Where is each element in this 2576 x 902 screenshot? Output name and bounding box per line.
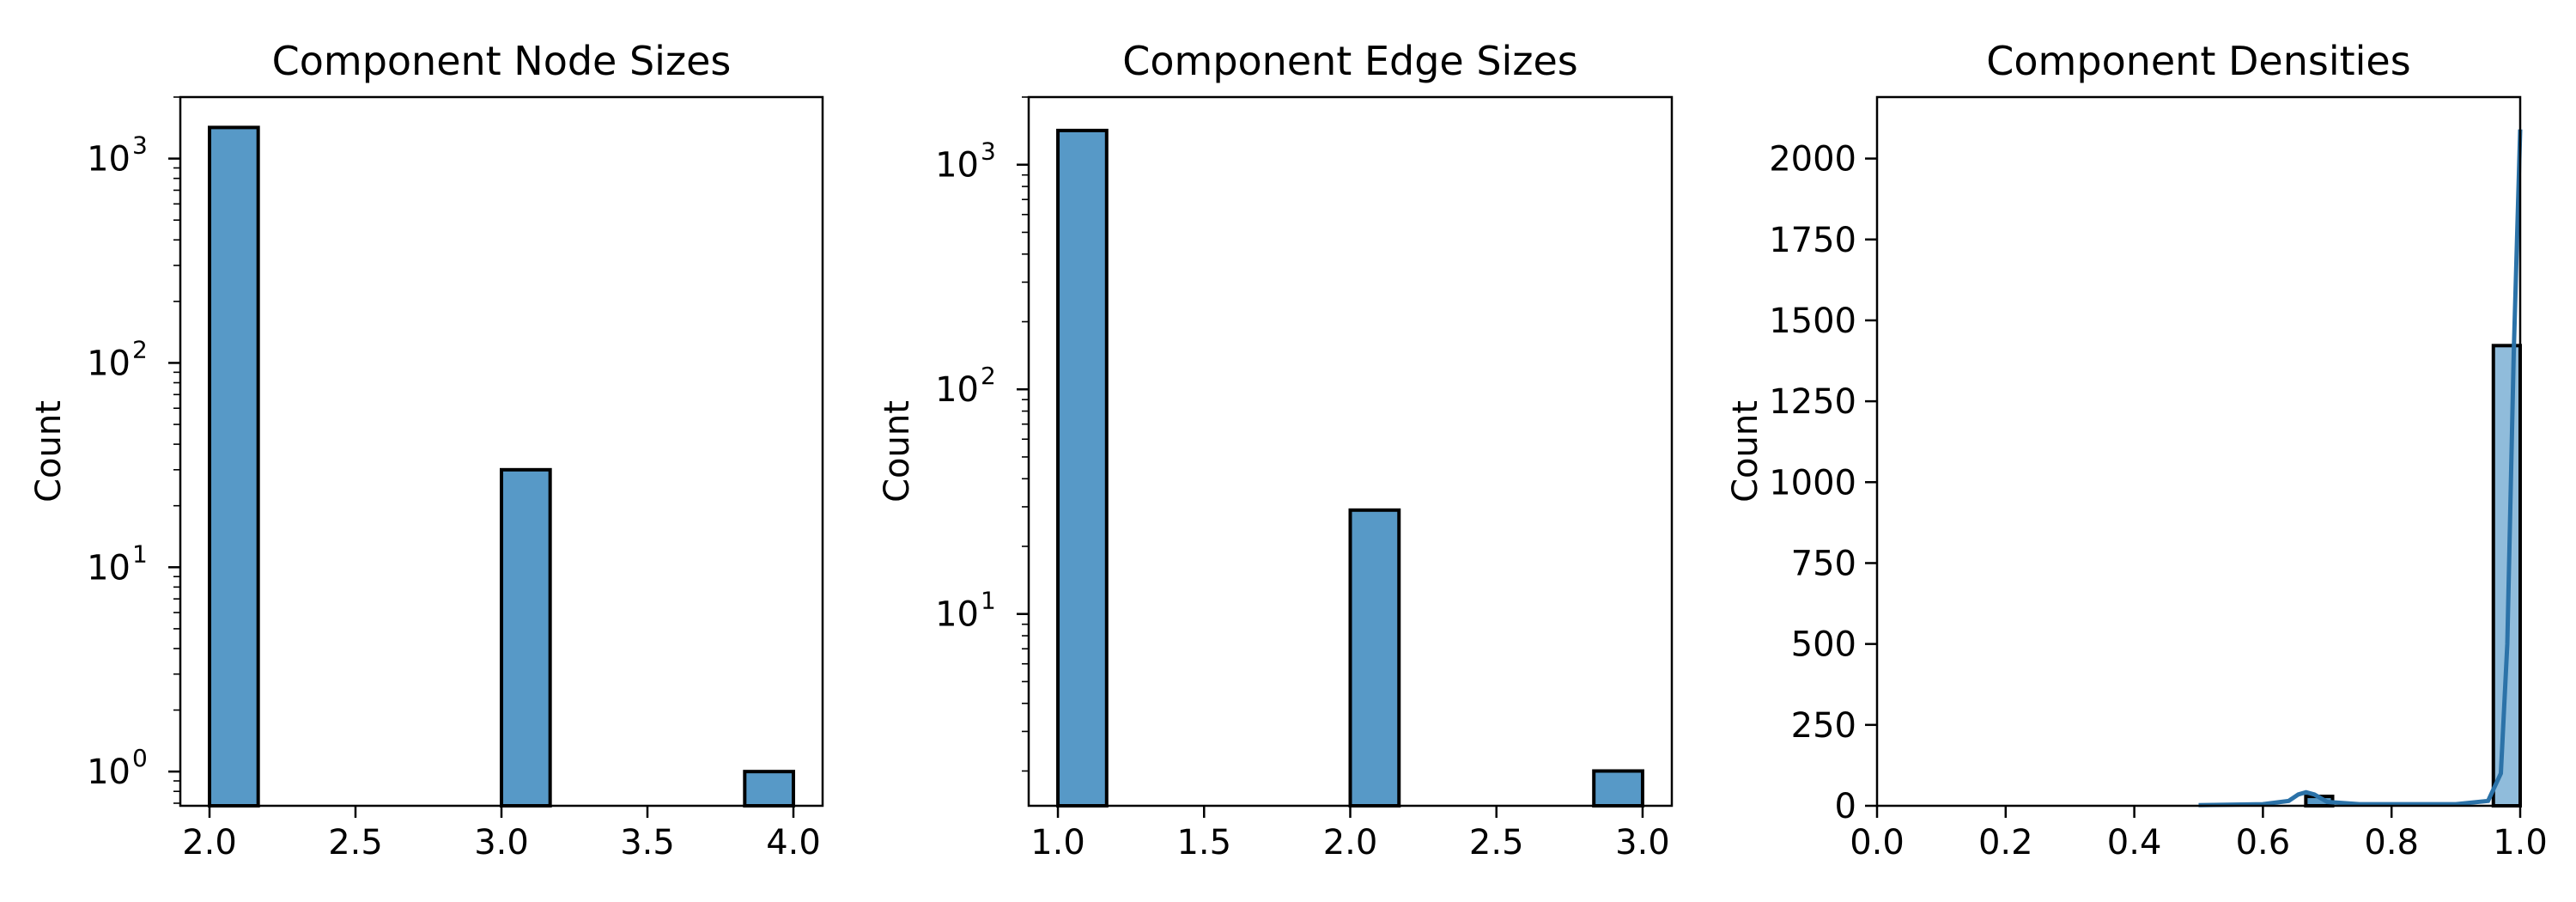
- x-tick-label: 0.4: [2107, 823, 2162, 862]
- y-tick-base: 10: [935, 595, 979, 635]
- chart-title: Component Node Sizes: [272, 38, 732, 84]
- chart-title: Component Edge Sizes: [1122, 38, 1577, 84]
- x-tick-label: 3.0: [1615, 823, 1670, 862]
- y-tick-label: 1750: [1769, 221, 1856, 260]
- y-tick-base: 10: [935, 146, 979, 186]
- y-tick-exponent: 0: [132, 744, 148, 772]
- chart-title: Component Densities: [1986, 38, 2410, 84]
- y-tick-exponent: 1: [132, 539, 148, 568]
- y-tick-label: 10: [87, 753, 131, 792]
- histogram-bar: [1592, 769, 1644, 808]
- histogram-bar: [743, 770, 796, 808]
- y-tick-base: 10: [87, 140, 131, 180]
- y-tick-label: 500: [1791, 625, 1856, 665]
- y-tick-exponent: 3: [132, 131, 148, 160]
- y-tick-label: 1250: [1769, 382, 1856, 422]
- x-tick-label: 0.0: [1850, 823, 1905, 862]
- y-tick-base: 10: [87, 548, 131, 588]
- y-tick-label: 250: [1791, 706, 1856, 746]
- x-tick-label: 1.0: [2493, 823, 2548, 862]
- y-axis-label: Count: [1726, 400, 1765, 503]
- y-tick-label: 0: [1835, 787, 1856, 826]
- histogram-bar: [500, 467, 552, 808]
- x-tick-label: 2.0: [1323, 823, 1378, 862]
- x-tick-label: 4.0: [766, 823, 821, 862]
- chart-panel-3: Component Densities Count 0.0 0.2 0.4 0.6 0.8 1…: [1726, 38, 2548, 862]
- x-tick-label: 0.8: [2364, 823, 2419, 862]
- y-axis-label: Count: [878, 400, 917, 503]
- y-tick-label: 1500: [1769, 302, 1856, 341]
- y-tick-label: 10: [935, 146, 979, 186]
- y-tick-label: 750: [1791, 544, 1856, 583]
- x-tick-label: 1.0: [1030, 823, 1085, 862]
- x-tick-label: 1.5: [1176, 823, 1231, 862]
- y-tick-label: 10: [87, 548, 131, 588]
- x-tick-label: 2.0: [182, 823, 237, 862]
- y-tick-base: 10: [87, 344, 131, 383]
- x-tick-label: 2.5: [1469, 823, 1524, 862]
- y-tick-label: 10: [935, 370, 979, 410]
- histogram-bar: [1348, 508, 1401, 808]
- chart-panel-1: Component Node Sizes Count 2.0 2.5 3.0 3.5 4.0…: [29, 38, 824, 862]
- histogram-bar: [1056, 128, 1109, 808]
- y-axis-label: Count: [29, 400, 69, 503]
- y-tick-base: 10: [935, 370, 979, 410]
- histogram-bar: [208, 125, 260, 808]
- y-tick-exponent: 3: [981, 137, 996, 166]
- axes-frame: [1875, 95, 2522, 808]
- y-tick-label: 10: [935, 595, 979, 635]
- y-tick-exponent: 2: [981, 362, 996, 390]
- y-tick-label: 10: [87, 140, 131, 180]
- x-tick-label: 0.6: [2236, 823, 2291, 862]
- x-tick-label: 3.0: [474, 823, 529, 862]
- y-tick-label: 1000: [1769, 463, 1856, 503]
- x-tick-label: 0.2: [1978, 823, 2033, 862]
- y-tick-label: 2000: [1769, 140, 1856, 180]
- chart-panel-2: Component Edge Sizes Count 1.0 1.5 2.0 2.5 3.0…: [878, 38, 1674, 862]
- x-tick-label: 2.5: [328, 823, 383, 862]
- y-tick-exponent: 1: [981, 587, 996, 615]
- y-tick-label: 10: [87, 344, 131, 383]
- x-tick-label: 3.5: [620, 823, 675, 862]
- y-tick-exponent: 2: [132, 335, 148, 363]
- kde-line: [2198, 129, 2523, 808]
- y-tick-base: 10: [87, 753, 131, 792]
